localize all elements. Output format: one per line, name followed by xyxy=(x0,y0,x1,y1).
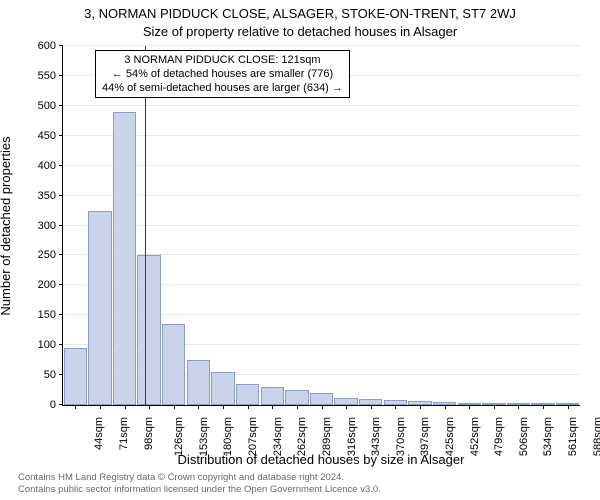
x-tick-label: 207sqm xyxy=(247,417,259,456)
x-tick-label: 234sqm xyxy=(272,417,284,456)
y-tick-mark xyxy=(59,195,63,196)
footer-attribution: Contains HM Land Registry data © Crown c… xyxy=(18,472,590,496)
bar xyxy=(113,112,136,405)
annotation-line1: 3 NORMAN PIDDUCK CLOSE: 121sqm xyxy=(102,53,343,67)
y-tick-label: 350 xyxy=(16,190,56,202)
footer-line1: Contains HM Land Registry data © Crown c… xyxy=(18,472,590,484)
y-tick-mark xyxy=(59,135,63,136)
x-tick-mark xyxy=(371,405,372,409)
gridline xyxy=(63,45,580,46)
y-tick-mark xyxy=(59,404,63,405)
x-tick-mark xyxy=(223,405,224,409)
x-tick-mark xyxy=(420,405,421,409)
x-tick-mark xyxy=(174,405,175,409)
x-tick-label: 506sqm xyxy=(518,417,530,456)
y-tick-mark xyxy=(59,105,63,106)
x-tick-label: 289sqm xyxy=(321,417,333,456)
x-tick-mark xyxy=(149,405,150,409)
x-tick-label: 262sqm xyxy=(296,417,308,456)
x-tick-mark xyxy=(395,405,396,409)
x-tick-label: 425sqm xyxy=(444,417,456,456)
gridline xyxy=(63,165,580,166)
y-tick-label: 450 xyxy=(16,130,56,142)
x-tick-mark xyxy=(445,405,446,409)
gridline xyxy=(63,195,580,196)
x-tick-label: 534sqm xyxy=(543,417,555,456)
x-tick-mark xyxy=(75,405,76,409)
y-tick-mark xyxy=(59,75,63,76)
marker-line xyxy=(145,46,146,405)
y-tick-mark xyxy=(59,165,63,166)
y-tick-label: 250 xyxy=(16,249,56,261)
bar xyxy=(88,211,111,405)
x-tick-mark xyxy=(198,405,199,409)
x-tick-mark xyxy=(125,405,126,409)
y-tick-mark xyxy=(59,344,63,345)
x-tick-mark xyxy=(518,405,519,409)
chart-title-line2: Size of property relative to detached ho… xyxy=(0,24,600,39)
bar xyxy=(261,387,284,405)
x-tick-mark xyxy=(568,405,569,409)
footer-line2: Contains public sector information licen… xyxy=(18,484,590,496)
y-tick-mark xyxy=(59,284,63,285)
x-tick-label: 44sqm xyxy=(93,417,105,450)
bar xyxy=(187,360,210,405)
y-tick-label: 150 xyxy=(16,309,56,321)
x-tick-mark xyxy=(297,405,298,409)
x-tick-label: 71sqm xyxy=(118,417,130,450)
x-tick-label: 126sqm xyxy=(173,417,185,456)
gridline xyxy=(63,105,580,106)
y-tick-label: 0 xyxy=(16,399,56,411)
x-tick-label: 180sqm xyxy=(223,417,235,456)
bar xyxy=(310,393,333,405)
x-tick-mark xyxy=(272,405,273,409)
x-tick-label: 343sqm xyxy=(370,417,382,456)
x-tick-label: 588sqm xyxy=(592,417,600,456)
y-tick-label: 200 xyxy=(16,279,56,291)
bar xyxy=(211,372,234,405)
x-tick-label: 153sqm xyxy=(198,417,210,456)
y-tick-label: 500 xyxy=(16,100,56,112)
x-tick-label: 98sqm xyxy=(143,417,155,450)
y-tick-mark xyxy=(59,374,63,375)
x-tick-mark xyxy=(494,405,495,409)
x-tick-mark xyxy=(100,405,101,409)
bar xyxy=(285,390,308,405)
bar xyxy=(64,348,87,405)
x-tick-label: 397sqm xyxy=(419,417,431,456)
x-tick-mark xyxy=(543,405,544,409)
bar xyxy=(162,324,185,405)
y-tick-mark xyxy=(59,225,63,226)
x-tick-label: 452sqm xyxy=(469,417,481,456)
annotation-line3: 44% of semi-detached houses are larger (… xyxy=(102,81,343,95)
y-tick-label: 600 xyxy=(16,40,56,52)
y-tick-label: 100 xyxy=(16,339,56,351)
y-tick-mark xyxy=(59,45,63,46)
annotation-line2: ← 54% of detached houses are smaller (77… xyxy=(102,67,343,81)
x-tick-label: 479sqm xyxy=(493,417,505,456)
x-tick-label: 370sqm xyxy=(395,417,407,456)
x-tick-label: 316sqm xyxy=(346,417,358,456)
bar xyxy=(137,255,160,405)
gridline xyxy=(63,225,580,226)
y-tick-mark xyxy=(59,254,63,255)
x-tick-mark xyxy=(322,405,323,409)
bar xyxy=(334,398,357,405)
y-tick-label: 300 xyxy=(16,220,56,232)
chart-plot-area: 3 NORMAN PIDDUCK CLOSE: 121sqm ← 54% of … xyxy=(62,46,580,406)
bar xyxy=(236,384,259,405)
annotation-box: 3 NORMAN PIDDUCK CLOSE: 121sqm ← 54% of … xyxy=(95,50,350,98)
x-tick-label: 561sqm xyxy=(567,417,579,456)
gridline xyxy=(63,135,580,136)
x-tick-mark xyxy=(248,405,249,409)
y-tick-label: 50 xyxy=(16,369,56,381)
chart-title-line1: 3, NORMAN PIDDUCK CLOSE, ALSAGER, STOKE-… xyxy=(0,6,600,21)
y-tick-label: 550 xyxy=(16,70,56,82)
x-tick-mark xyxy=(469,405,470,409)
x-tick-mark xyxy=(346,405,347,409)
y-tick-label: 400 xyxy=(16,160,56,172)
y-tick-mark xyxy=(59,314,63,315)
